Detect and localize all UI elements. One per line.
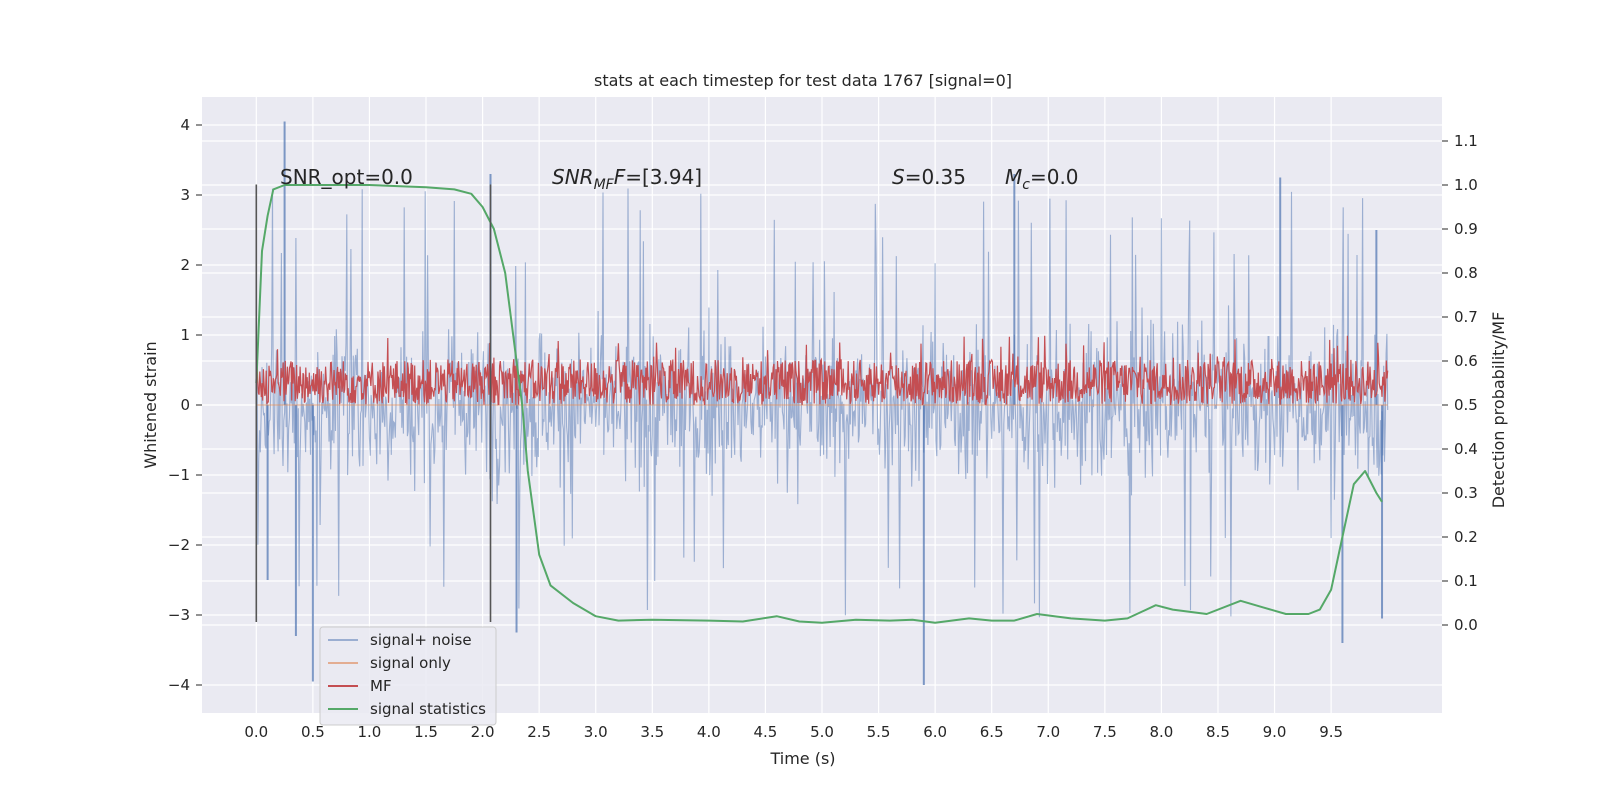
annotation-snr-mf: SNRMFF=[3.94] — [552, 165, 702, 193]
chart-title: stats at each timestep for test data 176… — [594, 71, 1012, 90]
legend-label-mf: MF — [370, 677, 392, 695]
y-tick-label-6: 2 — [180, 256, 190, 274]
annotation-snr-opt: SNR_opt=0.0 — [280, 165, 413, 189]
y-ticks-left: −4 −3 −2 −1 0 1 2 3 4 — [168, 116, 202, 694]
y-right-tick-label-3: 0.3 — [1454, 484, 1478, 502]
legend-label-signal-noise: signal+ noise — [370, 631, 472, 649]
x-tick-label-19: 9.5 — [1319, 723, 1343, 741]
x-tick-label-2: 1.0 — [358, 723, 382, 741]
series-mf — [255, 335, 1389, 406]
x-tick-label-16: 8.0 — [1149, 723, 1173, 741]
y-axis-label-right: Detection probability/MF — [1489, 312, 1508, 509]
x-axis-label: Time (s) — [769, 749, 835, 768]
x-tick-label-5: 2.5 — [527, 723, 551, 741]
series-layer — [255, 121, 1389, 685]
annotation-mc: Mc=0.0 — [1005, 165, 1079, 193]
series-signal-statistics — [255, 184, 1383, 624]
y-right-tick-label-11: 1.1 — [1454, 132, 1478, 150]
y-tick-label-2: −2 — [168, 536, 190, 554]
x-tick-label-9: 4.5 — [754, 723, 778, 741]
y-right-tick-label-2: 0.2 — [1454, 528, 1478, 546]
y-tick-label-3: −1 — [168, 466, 190, 484]
y-right-tick-label-0: 0.0 — [1454, 616, 1478, 634]
x-ticks: 0.0 0.5 1.0 1.5 2.0 2.5 3.0 3.5 4.0 4.5 5.0 5.5 6.0 6… — [244, 723, 1343, 741]
annotation-s: S=0.35 — [892, 165, 966, 189]
y-tick-label-5: 1 — [180, 326, 190, 344]
x-tick-label-1: 0.5 — [301, 723, 325, 741]
mc-value: =0.0 — [1030, 165, 1079, 189]
x-tick-label-6: 3.0 — [584, 723, 608, 741]
s-value: =0.35 — [905, 165, 966, 189]
snr-mf-sub: MF — [594, 177, 615, 193]
y-ticks-right: 0.0 0.1 0.2 0.3 0.4 0.5 0.6 0.7 0.8 0.9 1.0 1.1 — [1442, 132, 1478, 634]
x-tick-label-15: 7.5 — [1093, 723, 1117, 741]
annotations: SNR_opt=0.0 SNRMFF=[3.94] S=0.35 Mc=0.0 — [280, 165, 1079, 193]
y-right-tick-label-8: 0.8 — [1454, 264, 1478, 282]
y-tick-label-1: −3 — [168, 606, 190, 624]
snr-mf-f: F — [614, 165, 626, 189]
y-right-tick-label-9: 0.9 — [1454, 220, 1478, 238]
legend-box — [319, 626, 497, 726]
snr-mf-value: =[3.94] — [625, 165, 702, 189]
x-tick-label-14: 7.0 — [1036, 723, 1060, 741]
mc-sub: c — [1022, 177, 1030, 193]
y-right-tick-label-6: 0.6 — [1454, 352, 1478, 370]
x-tick-label-0: 0.0 — [244, 723, 268, 741]
y-right-tick-label-5: 0.5 — [1454, 396, 1478, 414]
y-tick-label-8: 4 — [180, 116, 190, 134]
y-right-tick-label-10: 1.0 — [1454, 176, 1478, 194]
x-tick-label-11: 5.5 — [867, 723, 891, 741]
series-signal-noise — [255, 188, 1389, 618]
x-tick-label-12: 6.0 — [923, 723, 947, 741]
x-tick-label-3: 1.5 — [414, 723, 438, 741]
y-tick-label-0: −4 — [168, 676, 190, 694]
snr-mf-prefix: SNR — [552, 165, 594, 189]
x-tick-label-7: 3.5 — [640, 723, 664, 741]
y-tick-label-7: 3 — [180, 186, 190, 204]
x-tick-label-13: 6.5 — [980, 723, 1004, 741]
vertical-markers — [255, 184, 492, 622]
s-prefix: S — [892, 165, 905, 189]
y-right-tick-label-4: 0.4 — [1454, 440, 1478, 458]
y-axis-label: Whitened strain — [141, 341, 160, 468]
mc-prefix: M — [1005, 165, 1022, 189]
x-tick-label-10: 5.0 — [810, 723, 834, 741]
x-tick-label-18: 9.0 — [1263, 723, 1287, 741]
y-tick-label-4: 0 — [180, 396, 190, 414]
x-tick-label-8: 4.0 — [697, 723, 721, 741]
legend: signal+ noise signal only MF signal stat… — [319, 626, 497, 726]
y-right-tick-label-1: 0.1 — [1454, 572, 1478, 590]
x-tick-label-4: 2.0 — [471, 723, 495, 741]
legend-label-signal-statistics: signal statistics — [370, 700, 486, 718]
y-right-tick-label-7: 0.7 — [1454, 308, 1478, 326]
legend-label-signal-only: signal only — [370, 654, 451, 672]
x-tick-label-17: 8.5 — [1206, 723, 1230, 741]
